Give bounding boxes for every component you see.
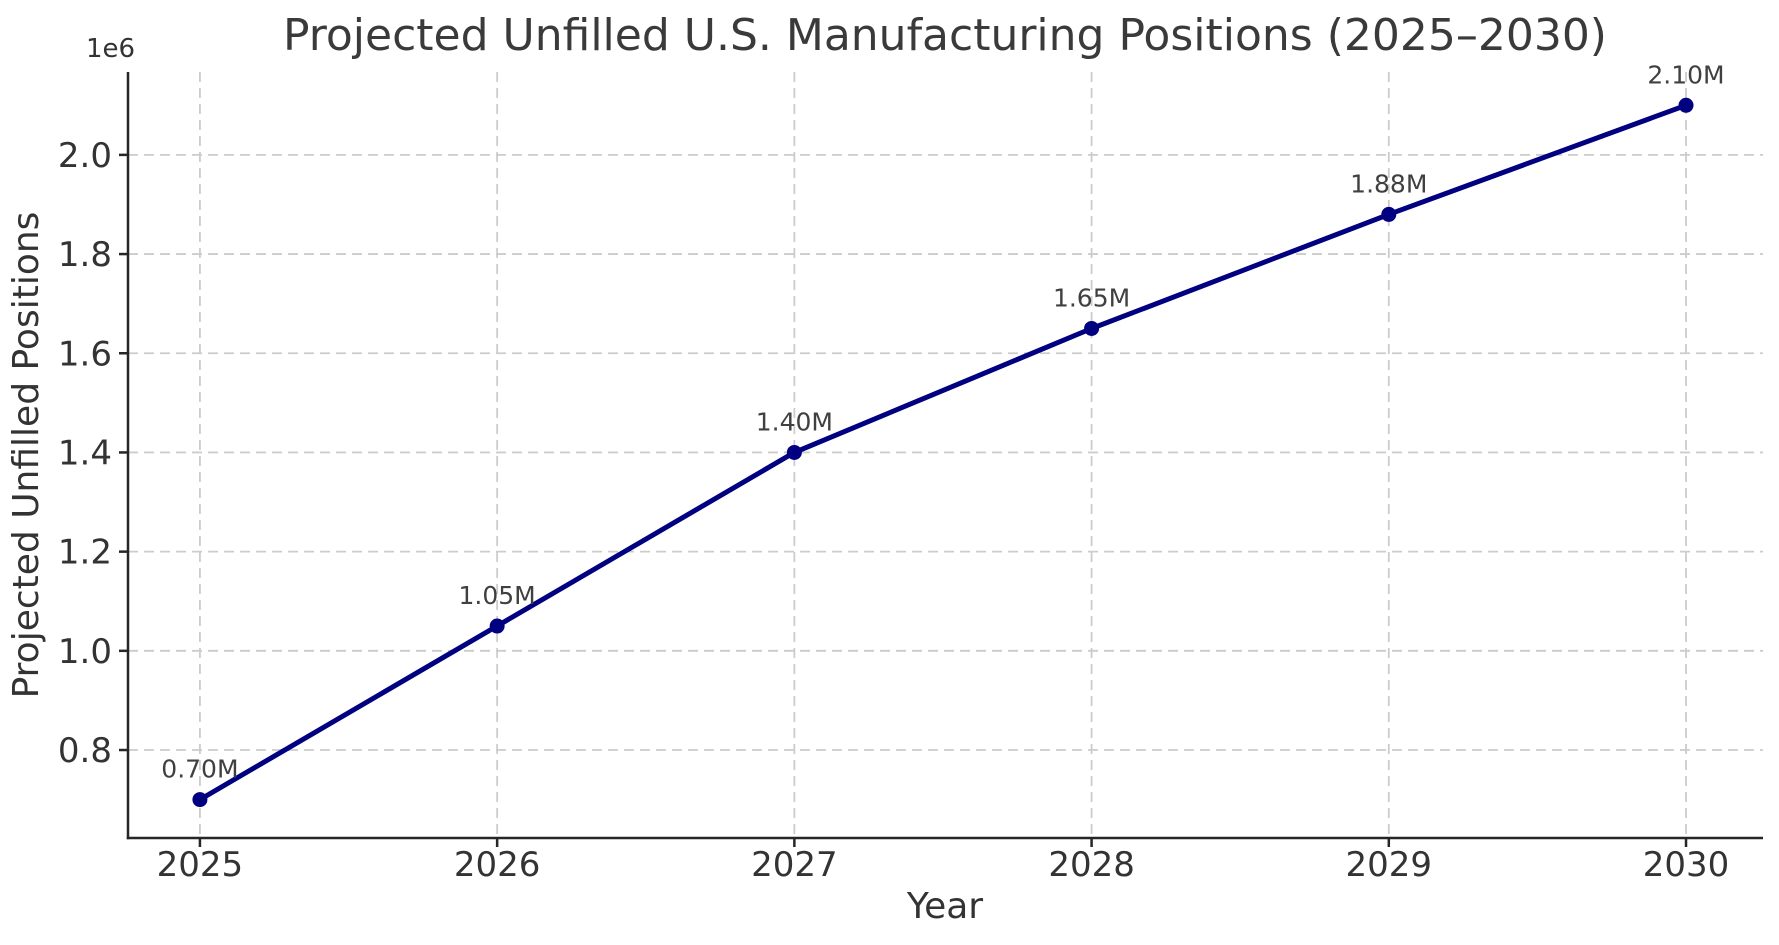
- point-value-label: 1.65M: [1053, 283, 1130, 312]
- chart-title: Projected Unfilled U.S. Manufacturing Po…: [283, 10, 1607, 61]
- x-tick-label: 2029: [1346, 845, 1433, 885]
- y-tick-label: 0.8: [58, 731, 112, 771]
- point-value-label: 1.05M: [459, 581, 536, 610]
- point-value-labels: 0.70M 1.05M 1.40M 1.65M 1.88M 2.10M: [161, 60, 1724, 783]
- data-point-marker: [1678, 97, 1694, 113]
- y-tick-label: 1.8: [58, 235, 112, 275]
- x-tick-label: 2026: [454, 845, 541, 885]
- y-axis-offset-label: 1e6: [86, 34, 135, 64]
- y-tick-label: 1.6: [58, 334, 112, 374]
- y-tick-label: 2.0: [58, 136, 112, 176]
- x-tick-label: 2025: [157, 845, 244, 885]
- y-axis-label: Projected Unfilled Positions: [6, 212, 47, 699]
- data-point-markers: [192, 97, 1694, 808]
- point-value-label: 0.70M: [161, 755, 238, 784]
- data-point-marker: [489, 618, 505, 634]
- point-value-label: 2.10M: [1647, 60, 1724, 89]
- grid-lines: [128, 72, 1763, 838]
- data-point-marker: [786, 444, 802, 460]
- y-tick-label: 1.0: [58, 632, 112, 672]
- data-point-marker: [1084, 320, 1100, 336]
- x-axis-label: Year: [906, 886, 983, 927]
- x-tick-labels: 2025 2026 2027 2028 2029 2030: [157, 845, 1730, 885]
- x-tick-label: 2028: [1048, 845, 1135, 885]
- y-tick-label: 1.2: [58, 533, 112, 573]
- x-tick-label: 2027: [751, 845, 838, 885]
- series-polyline: [197, 102, 1689, 803]
- axes-spines: [126, 72, 1763, 840]
- data-point-marker: [1381, 206, 1397, 222]
- y-tick-labels: 0.8 1.0 1.2 1.4 1.6 1.8 2.0: [58, 136, 112, 771]
- data-series-line: [197, 102, 1689, 803]
- y-tick-label: 1.4: [58, 433, 112, 473]
- axis-ticks: [119, 153, 1688, 847]
- data-point-marker: [192, 792, 208, 808]
- point-value-label: 1.88M: [1350, 169, 1427, 198]
- point-value-label: 1.40M: [756, 407, 833, 436]
- x-tick-label: 2030: [1643, 845, 1730, 885]
